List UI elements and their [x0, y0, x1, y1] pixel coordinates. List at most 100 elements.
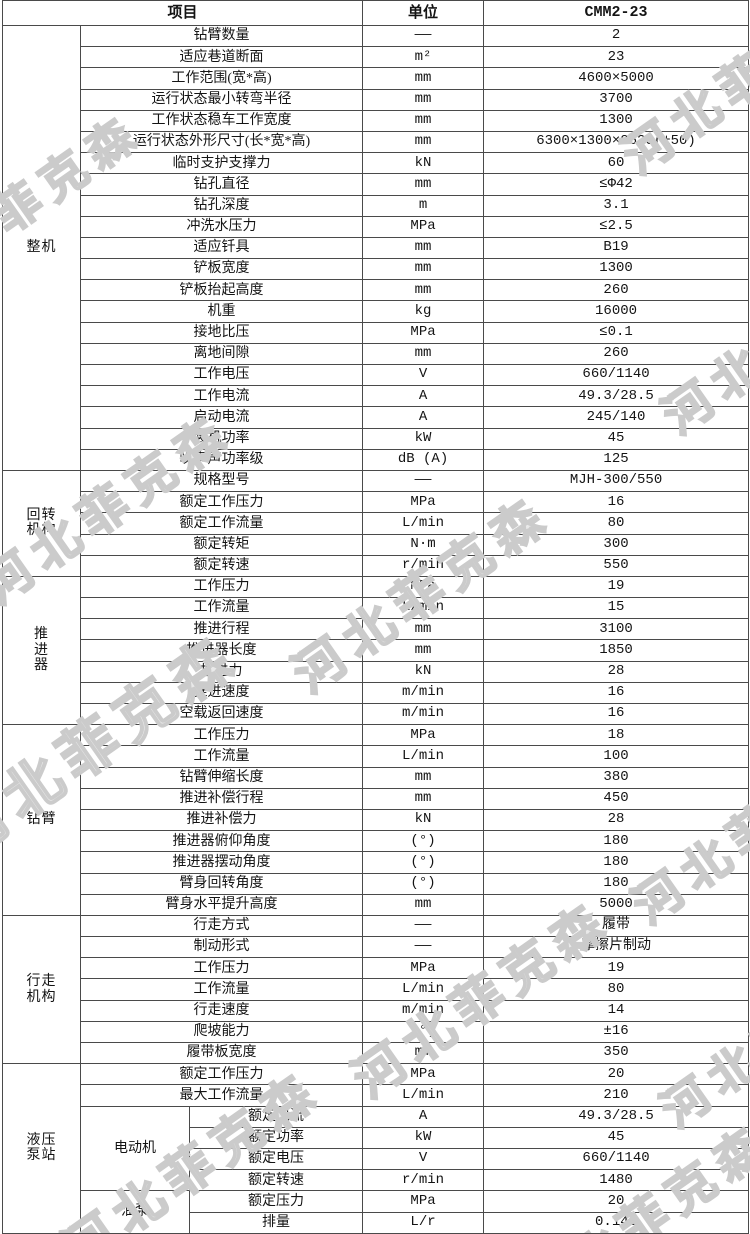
value-cell: 1850	[483, 639, 750, 662]
table-row: 临时支护支撑力 kN 60	[3, 152, 750, 175]
value-cell: 0.145	[483, 1211, 750, 1234]
value-cell: 20	[483, 1190, 750, 1213]
unit-cell: ——	[362, 936, 485, 959]
unit-cell: mm	[362, 130, 485, 154]
table-row: 油泵 额定压力 MPa 20	[3, 1190, 750, 1234]
table-row: 接地比压 MPa ≤0.1	[3, 321, 750, 344]
item-cell: 推进速度	[79, 681, 364, 705]
unit-cell: (°)	[362, 1020, 485, 1044]
item-cell: 额定转矩	[79, 533, 364, 556]
unit-cell: MPa	[362, 491, 485, 514]
table-row: 液压 泵站 额定工作压力 MPa 20	[2, 1063, 750, 1234]
table-row: 工作流量 L/min 80	[3, 978, 750, 1001]
table-row: 履带板宽度 mm 350	[3, 1041, 750, 1065]
item-cell: 额定电流	[188, 1105, 364, 1128]
value-cell: 300	[483, 533, 750, 556]
group-cell: 行走 机构	[2, 914, 81, 1065]
item-cell: 制动形式	[79, 936, 364, 959]
item-cell: 冲洗水压力	[79, 215, 364, 238]
table-row: 冲洗水压力 MPa ≤2.5	[3, 215, 750, 238]
unit-cell: kg	[362, 300, 485, 323]
unit-cell: L/min	[362, 1084, 485, 1107]
table-row: 推进速度 m/min 16	[3, 681, 750, 705]
item-cell: 工作电压	[79, 363, 364, 387]
unit-cell: MPa	[362, 1190, 485, 1213]
item-cell: 臂身回转角度	[79, 872, 364, 895]
item-cell: 适应钎具	[79, 236, 364, 260]
table-row: 排量 L/r 0.145	[3, 1211, 750, 1234]
item-cell: 工作状态稳车工作宽度	[79, 109, 364, 132]
item-cell: 推进行程	[79, 618, 364, 641]
table-row: 额定转速 r/min 550	[3, 554, 750, 577]
item-cell: 工作流量	[79, 597, 364, 620]
item-cell: 钻孔深度	[79, 194, 364, 217]
value-cell: B19	[483, 236, 750, 260]
table-row: 推进器长度 mm 1850	[3, 639, 750, 662]
table-row: 推进补偿力 kN 28	[3, 808, 750, 832]
item-cell: 铲板抬起高度	[79, 279, 364, 302]
table-row: 空载返回速度 m/min 16	[3, 702, 750, 726]
value-cell: 260	[483, 342, 750, 366]
value-cell: ≤0.1	[483, 321, 750, 344]
value-cell: ±16	[483, 1020, 750, 1044]
table-row: 钻孔深度 m 3.1	[3, 194, 750, 217]
unit-cell: r/min	[362, 554, 485, 577]
value-cell: 660/1140	[483, 1147, 750, 1171]
table-row: 机重 kg 16000	[3, 300, 750, 323]
value-cell: 60	[483, 152, 750, 175]
value-cell: 450	[483, 787, 750, 810]
value-cell: ≤Φ42	[483, 173, 750, 196]
table-row: 最大工作流量 L/min 210	[3, 1084, 750, 1107]
value-cell: 1300	[483, 109, 750, 132]
unit-cell: mm	[362, 342, 485, 366]
header-row: 项目 单位 CMM2-23	[1, 0, 750, 26]
item-cell: 钻臂伸缩长度	[79, 766, 364, 789]
unit-cell: MPa	[362, 215, 485, 238]
item-cell: 钻臂数量	[79, 24, 364, 48]
value-cell: 80	[483, 978, 750, 1001]
table-row: 额定工作压力 MPa 16	[3, 491, 750, 514]
unit-cell: (°)	[362, 830, 485, 853]
table-row: 行走速度 m/min 14	[3, 999, 750, 1022]
table-row: 工作范围(宽*高) mm 4600×5000	[3, 67, 750, 90]
value-cell: 49.3/28.5	[483, 385, 750, 408]
value-cell: 16	[483, 681, 750, 705]
unit-cell: MPa	[362, 575, 485, 599]
group-cell: 回转 机构	[2, 469, 81, 577]
unit-cell: m/min	[362, 999, 485, 1022]
table-row: 启动电流 A 245/140	[3, 406, 750, 429]
unit-cell: mm	[362, 109, 485, 132]
item-cell: 启动电流	[79, 406, 364, 429]
table-row: 推进器俯仰角度 (°) 180	[3, 830, 750, 853]
item-cell: 额定转速	[188, 1169, 364, 1192]
unit-cell: ——	[362, 469, 485, 493]
table-row: 额定转速 r/min 1480	[3, 1169, 750, 1192]
table-row: 钻臂 工作压力 MPa 18	[2, 724, 750, 916]
item-cell: 空载返回速度	[79, 702, 364, 726]
group-cell: 钻臂	[2, 724, 81, 916]
value-cell: 180	[483, 830, 750, 853]
table-row: 推进补偿行程 mm 450	[3, 787, 750, 810]
table-row: 电动机 额定电流 A 49.3/28.5	[3, 1105, 750, 1192]
table-row: 臂身水平提升高度 mm 5000	[3, 893, 750, 916]
unit-cell: mm	[362, 766, 485, 789]
item-cell: 推进补偿行程	[79, 787, 364, 810]
item-cell: 推进器长度	[79, 639, 364, 662]
item-cell: 额定工作流量	[79, 512, 364, 535]
unit-cell: mm	[362, 67, 485, 90]
unit-cell: A	[362, 385, 485, 408]
unit-cell: L/r	[362, 1211, 485, 1234]
unit-cell: MPa	[362, 957, 485, 980]
header-item: 项目	[1, 0, 364, 26]
unit-cell: L/min	[362, 978, 485, 1001]
unit-cell: kW	[362, 427, 485, 450]
value-cell: 2	[483, 24, 750, 48]
item-cell: 推进器俯仰角度	[79, 830, 364, 853]
item-cell: 推进力	[79, 660, 364, 683]
item-cell: 工作压力	[79, 957, 364, 980]
item-cell: 最大工作流量	[79, 1084, 364, 1107]
item-cell: 临时支护支撑力	[79, 152, 364, 175]
value-cell: 1480	[483, 1169, 750, 1192]
table-row: 额定转矩 N·m 300	[3, 533, 750, 556]
